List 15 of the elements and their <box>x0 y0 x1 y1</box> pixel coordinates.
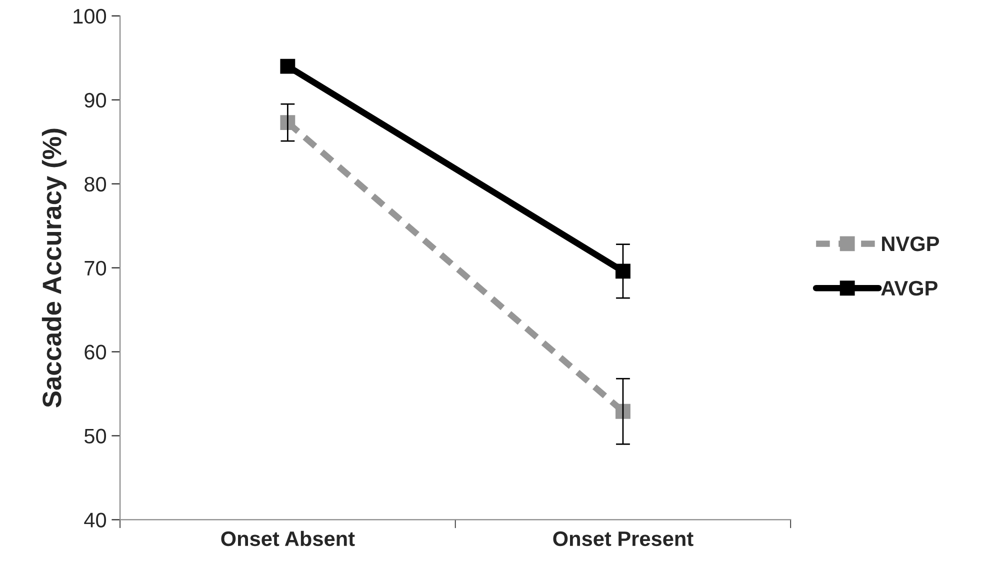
y-tick-label: 60 <box>84 344 106 360</box>
y-tick-label: 80 <box>84 176 106 192</box>
y-tick-label: 50 <box>84 428 106 444</box>
y-tick-label: 40 <box>84 512 106 528</box>
x-tick-label: Onset Present <box>553 531 694 546</box>
point <box>280 58 296 74</box>
point <box>616 404 630 419</box>
x-tick-label: Onset Absent <box>221 530 355 546</box>
legend-label: NVGP <box>882 236 939 252</box>
y-tick-label: 100 <box>74 8 106 24</box>
legend-label: AVGP <box>881 280 938 296</box>
y-tick-label: 70 <box>84 260 106 276</box>
y-axis-title: Saccade Accuracy (%) <box>42 128 67 408</box>
y-tick-label: 90 <box>84 92 106 108</box>
point <box>616 264 630 279</box>
